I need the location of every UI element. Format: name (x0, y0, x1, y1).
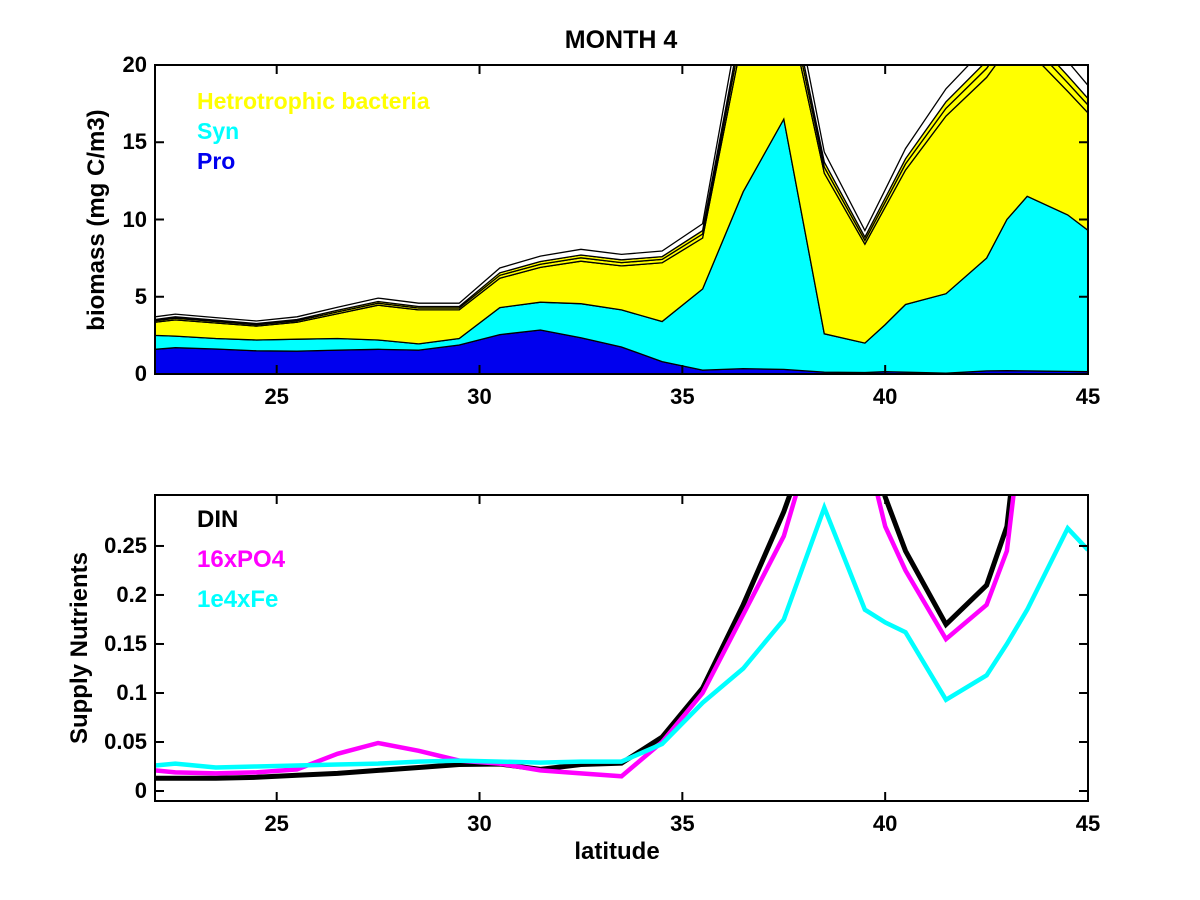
legend-item-fe: 1e4xFe (197, 586, 279, 613)
x-tick-label: 45 (1075, 811, 1101, 836)
x-tick-label: 35 (670, 811, 695, 836)
line-series-1e4xfe (155, 501, 1088, 770)
y-tick-label: 0 (134, 361, 147, 386)
biomass-plot (154, 64, 1089, 375)
tick-marks-0 (155, 64, 1089, 375)
y-tick-label: 0.1 (116, 679, 147, 705)
y-tick-label: 0.2 (116, 581, 147, 607)
x-tick-label: 40 (872, 811, 898, 836)
y-tick-label: 5 (134, 283, 147, 309)
nutrients-plot (154, 494, 1089, 802)
legend-item-pro: Pro (197, 148, 236, 174)
tick-marks-1 (155, 495, 1089, 801)
legend-item-po4: 16xPO4 (197, 546, 286, 573)
area-series-unlabeled-thin-layer-3 (155, 65, 1088, 325)
y-tick-label: 10 (122, 206, 147, 232)
legend-item-het-bacteria: Hetrotrophic bacteria (197, 88, 430, 114)
x-tick-label: 25 (264, 811, 289, 836)
plot-data-layer-1 (155, 495, 1088, 781)
nutrients-legend: DIN 16xPO4 1e4xFe (197, 500, 285, 620)
y-tick-label: 0 (134, 778, 147, 803)
y-tick-label: 0.25 (104, 532, 147, 558)
x-tick-label: 25 (264, 384, 289, 409)
axes-box-1 (154, 494, 1089, 802)
y-tick-label: 20 (122, 52, 147, 77)
x-tick-label: 30 (467, 811, 492, 836)
line-series-din (155, 495, 1014, 781)
biomass-legend: Hetrotrophic bacteria Syn Pro (197, 86, 430, 176)
plot-data-layer-0 (155, 65, 1088, 374)
x-tick-label: 35 (670, 384, 695, 409)
x-tick-label: 40 (872, 384, 898, 409)
figure-title: MONTH 4 (564, 26, 678, 54)
x-tick-label: 30 (467, 384, 492, 409)
y-tick-label: 0.15 (104, 630, 147, 656)
x-tick-label: 45 (1075, 384, 1101, 409)
x-axis-label: latitude (574, 838, 660, 865)
y-tick-label: 15 (122, 129, 147, 155)
legend-item-din: DIN (197, 506, 239, 533)
y-tick-label: 0.05 (104, 728, 147, 754)
legend-item-syn: Syn (197, 118, 240, 144)
